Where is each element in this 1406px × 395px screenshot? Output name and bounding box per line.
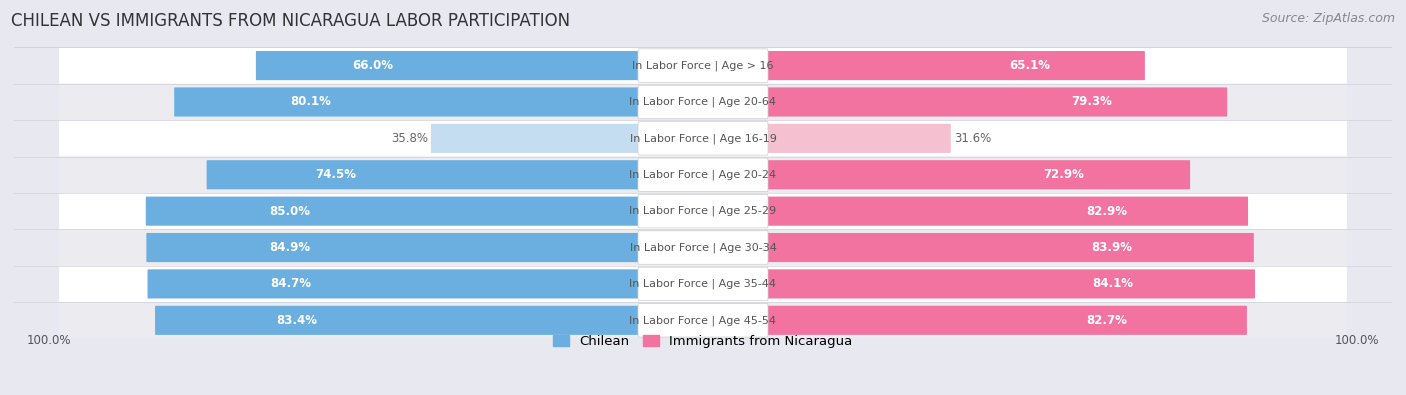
- FancyBboxPatch shape: [768, 51, 1144, 80]
- FancyBboxPatch shape: [59, 266, 1347, 302]
- Text: In Labor Force | Age 16-19: In Labor Force | Age 16-19: [630, 133, 776, 144]
- Text: 83.4%: 83.4%: [276, 314, 318, 327]
- Text: 84.9%: 84.9%: [270, 241, 311, 254]
- Text: Source: ZipAtlas.com: Source: ZipAtlas.com: [1261, 12, 1395, 25]
- Text: 72.9%: 72.9%: [1043, 168, 1084, 181]
- FancyBboxPatch shape: [59, 120, 1347, 156]
- Text: 100.0%: 100.0%: [27, 333, 72, 346]
- Text: In Labor Force | Age 30-34: In Labor Force | Age 30-34: [630, 242, 776, 253]
- Legend: Chilean, Immigrants from Nicaragua: Chilean, Immigrants from Nicaragua: [548, 329, 858, 353]
- Text: In Labor Force | Age 25-29: In Labor Force | Age 25-29: [630, 206, 776, 216]
- Text: In Labor Force | Age > 16: In Labor Force | Age > 16: [633, 60, 773, 71]
- FancyBboxPatch shape: [638, 49, 768, 82]
- FancyBboxPatch shape: [638, 194, 768, 228]
- FancyBboxPatch shape: [207, 160, 638, 189]
- Text: 84.7%: 84.7%: [270, 277, 312, 290]
- FancyBboxPatch shape: [768, 269, 1256, 299]
- FancyBboxPatch shape: [638, 85, 768, 119]
- Text: CHILEAN VS IMMIGRANTS FROM NICARAGUA LABOR PARTICIPATION: CHILEAN VS IMMIGRANTS FROM NICARAGUA LAB…: [11, 12, 571, 30]
- FancyBboxPatch shape: [59, 193, 1347, 229]
- Text: In Labor Force | Age 35-44: In Labor Force | Age 35-44: [630, 278, 776, 289]
- FancyBboxPatch shape: [638, 267, 768, 301]
- Text: 82.9%: 82.9%: [1087, 205, 1128, 218]
- FancyBboxPatch shape: [174, 87, 638, 117]
- Text: 84.1%: 84.1%: [1092, 277, 1133, 290]
- FancyBboxPatch shape: [768, 87, 1227, 117]
- FancyBboxPatch shape: [146, 197, 638, 226]
- Text: 35.8%: 35.8%: [391, 132, 427, 145]
- FancyBboxPatch shape: [155, 306, 638, 335]
- FancyBboxPatch shape: [638, 231, 768, 264]
- Text: 79.3%: 79.3%: [1071, 96, 1112, 109]
- Text: 65.1%: 65.1%: [1010, 59, 1050, 72]
- FancyBboxPatch shape: [768, 160, 1189, 189]
- FancyBboxPatch shape: [59, 84, 1347, 120]
- FancyBboxPatch shape: [148, 269, 638, 299]
- Text: 83.9%: 83.9%: [1091, 241, 1132, 254]
- FancyBboxPatch shape: [59, 156, 1347, 193]
- FancyBboxPatch shape: [638, 122, 768, 155]
- FancyBboxPatch shape: [256, 51, 638, 80]
- FancyBboxPatch shape: [59, 302, 1347, 339]
- Text: In Labor Force | Age 45-54: In Labor Force | Age 45-54: [630, 315, 776, 325]
- FancyBboxPatch shape: [768, 197, 1249, 226]
- FancyBboxPatch shape: [768, 306, 1247, 335]
- Text: In Labor Force | Age 20-24: In Labor Force | Age 20-24: [630, 169, 776, 180]
- FancyBboxPatch shape: [430, 124, 638, 153]
- Text: 66.0%: 66.0%: [352, 59, 392, 72]
- FancyBboxPatch shape: [59, 229, 1347, 266]
- FancyBboxPatch shape: [59, 47, 1347, 84]
- Text: 31.6%: 31.6%: [953, 132, 991, 145]
- Text: In Labor Force | Age 20-64: In Labor Force | Age 20-64: [630, 97, 776, 107]
- FancyBboxPatch shape: [768, 233, 1254, 262]
- FancyBboxPatch shape: [638, 304, 768, 337]
- Text: 80.1%: 80.1%: [291, 96, 332, 109]
- FancyBboxPatch shape: [638, 158, 768, 192]
- FancyBboxPatch shape: [768, 124, 950, 153]
- Text: 74.5%: 74.5%: [315, 168, 356, 181]
- Text: 85.0%: 85.0%: [269, 205, 311, 218]
- Text: 100.0%: 100.0%: [1334, 333, 1379, 346]
- Text: 82.7%: 82.7%: [1085, 314, 1126, 327]
- FancyBboxPatch shape: [146, 233, 638, 262]
